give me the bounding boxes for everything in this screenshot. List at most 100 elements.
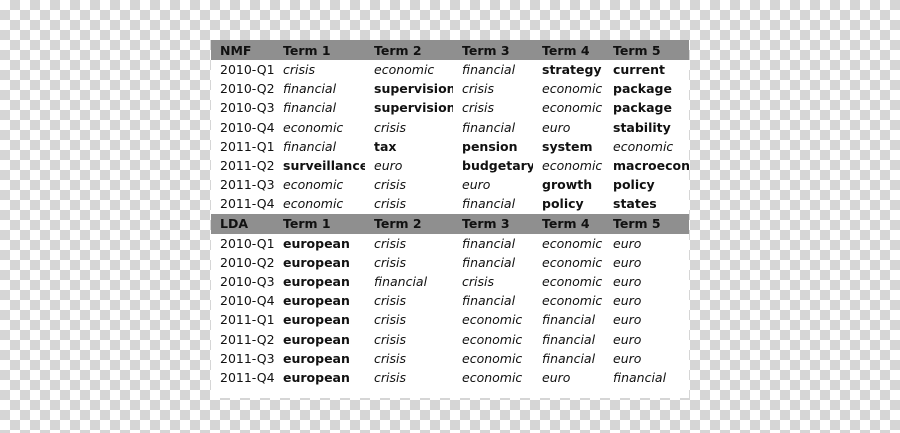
table-row: 2010-Q1 european crisis financial economic eu…	[211, 234, 689, 253]
quarter-label: 2011-Q3	[220, 177, 274, 193]
term-cell: crisis	[374, 119, 406, 135]
term-cell: crisis	[462, 273, 494, 289]
term-cell: financial	[542, 331, 596, 347]
term-cell: stability	[613, 119, 671, 135]
table-row: 2011-Q2 surveillance euro budgetary economic…	[211, 156, 689, 175]
quarter-label: 2011-Q1	[220, 312, 274, 328]
quarter-label: 2010-Q4	[220, 119, 274, 135]
term-cell: pension	[462, 138, 518, 154]
quarter-label: 2010-Q1	[220, 62, 274, 78]
method-label: NMF	[211, 40, 274, 60]
term-cell: economic	[283, 119, 344, 135]
term-cell: financial	[462, 119, 516, 135]
term-cell: economic	[283, 177, 344, 193]
term-cell: euro	[613, 273, 642, 289]
term-cell: economic	[542, 235, 603, 251]
topic-terms-panel: NMF Term 1 Term 2 Term 3 Term 4 Term 5 2010-Q1…	[211, 40, 689, 398]
term-cell: euro	[613, 312, 642, 328]
term-cell: crisis	[374, 196, 406, 212]
term-cell: financial	[462, 62, 516, 78]
term-cell: euro	[462, 177, 491, 193]
term-cell: economic	[462, 350, 523, 366]
term-cell: financial	[283, 100, 337, 116]
term-cell: macroecon	[613, 158, 689, 174]
term-cell: package	[613, 100, 672, 116]
term-cell: crisis	[374, 312, 406, 328]
term-cell: economic	[462, 312, 523, 328]
term-cell: budgetary	[462, 158, 533, 174]
term-cell: crisis	[374, 331, 406, 347]
term-cell: crisis	[283, 62, 315, 78]
term-cell: current	[613, 62, 665, 78]
term-cell: policy	[613, 177, 655, 193]
quarter-label: 2011-Q4	[220, 369, 274, 385]
term-cell: economic	[542, 100, 603, 116]
table-row: 2010-Q2 financial supervision crisis economi…	[211, 79, 689, 98]
quarter-label: 2010-Q4	[220, 293, 274, 309]
term-cell: euro	[613, 350, 642, 366]
term-cell: european	[283, 273, 350, 289]
column-header-term-5: Term 5	[604, 213, 689, 234]
column-header-term-2: Term 2	[365, 213, 453, 234]
term-cell: crisis	[462, 81, 494, 97]
column-header-term-3: Term 3	[453, 213, 533, 234]
quarter-label: 2010-Q1	[220, 235, 274, 251]
term-cell: euro	[613, 254, 642, 270]
term-cell: european	[283, 293, 350, 309]
term-cell: euro	[542, 369, 571, 385]
term-cell: supervision	[374, 81, 453, 97]
term-cell: european	[283, 331, 350, 347]
term-cell: economic	[542, 158, 603, 174]
nmf-header-row: NMF Term 1 Term 2 Term 3 Term 4 Term 5	[211, 40, 689, 60]
table-row: 2011-Q4 economic crisis financial policy stat…	[211, 194, 689, 213]
term-cell: financial	[542, 350, 596, 366]
term-cell: economic	[542, 254, 603, 270]
method-label: LDA	[211, 213, 274, 234]
quarter-label: 2010-Q2	[220, 81, 274, 97]
term-cell: financial	[462, 254, 516, 270]
term-cell: financial	[613, 369, 667, 385]
term-cell: european	[283, 350, 350, 366]
column-header-term-1: Term 1	[274, 213, 365, 234]
quarter-label: 2011-Q2	[220, 158, 274, 174]
term-cell: euro	[374, 158, 403, 174]
term-cell: financial	[462, 235, 516, 251]
table-row: 2011-Q1 financial tax pension system economic	[211, 137, 689, 156]
term-cell: european	[283, 369, 350, 385]
term-cell: crisis	[374, 350, 406, 366]
quarter-label: 2011-Q1	[220, 138, 274, 154]
term-cell: financial	[283, 138, 337, 154]
table-row: 2010-Q4 european crisis financial economic eu…	[211, 291, 689, 310]
term-cell: states	[613, 196, 657, 212]
table-row: 2011-Q1 european crisis economic financial eu…	[211, 310, 689, 329]
term-cell: crisis	[374, 254, 406, 270]
quarter-label: 2011-Q3	[220, 350, 274, 366]
term-cell: european	[283, 312, 350, 328]
term-cell: crisis	[462, 100, 494, 116]
column-header-term-4: Term 4	[533, 213, 604, 234]
table-row: 2011-Q4 european crisis economic euro financi…	[211, 368, 689, 387]
quarter-label: 2010-Q3	[220, 273, 274, 289]
term-cell: package	[613, 81, 672, 97]
table-row: 2010-Q4 economic crisis financial euro stabil…	[211, 118, 689, 137]
term-cell: financial	[462, 196, 516, 212]
table-row: 2010-Q3 financial supervision crisis economi…	[211, 98, 689, 117]
term-cell: tax	[374, 138, 397, 154]
term-cell: crisis	[374, 293, 406, 309]
topic-terms-table: NMF Term 1 Term 2 Term 3 Term 4 Term 5 2010-Q1…	[211, 40, 689, 387]
lda-header-row: LDA Term 1 Term 2 Term 3 Term 4 Term 5	[211, 213, 689, 234]
table-row: 2011-Q3 economic crisis euro growth policy	[211, 175, 689, 194]
table-row: 2010-Q2 european crisis financial economic eu…	[211, 253, 689, 272]
term-cell: crisis	[374, 369, 406, 385]
term-cell: financial	[542, 312, 596, 328]
term-cell: economic	[542, 81, 603, 97]
term-cell: strategy	[542, 62, 602, 78]
term-cell: euro	[613, 235, 642, 251]
term-cell: policy	[542, 196, 584, 212]
term-cell: crisis	[374, 235, 406, 251]
term-cell: european	[283, 235, 350, 251]
term-cell: euro	[613, 293, 642, 309]
term-cell: system	[542, 138, 593, 154]
term-cell: economic	[462, 369, 523, 385]
term-cell: euro	[542, 119, 571, 135]
